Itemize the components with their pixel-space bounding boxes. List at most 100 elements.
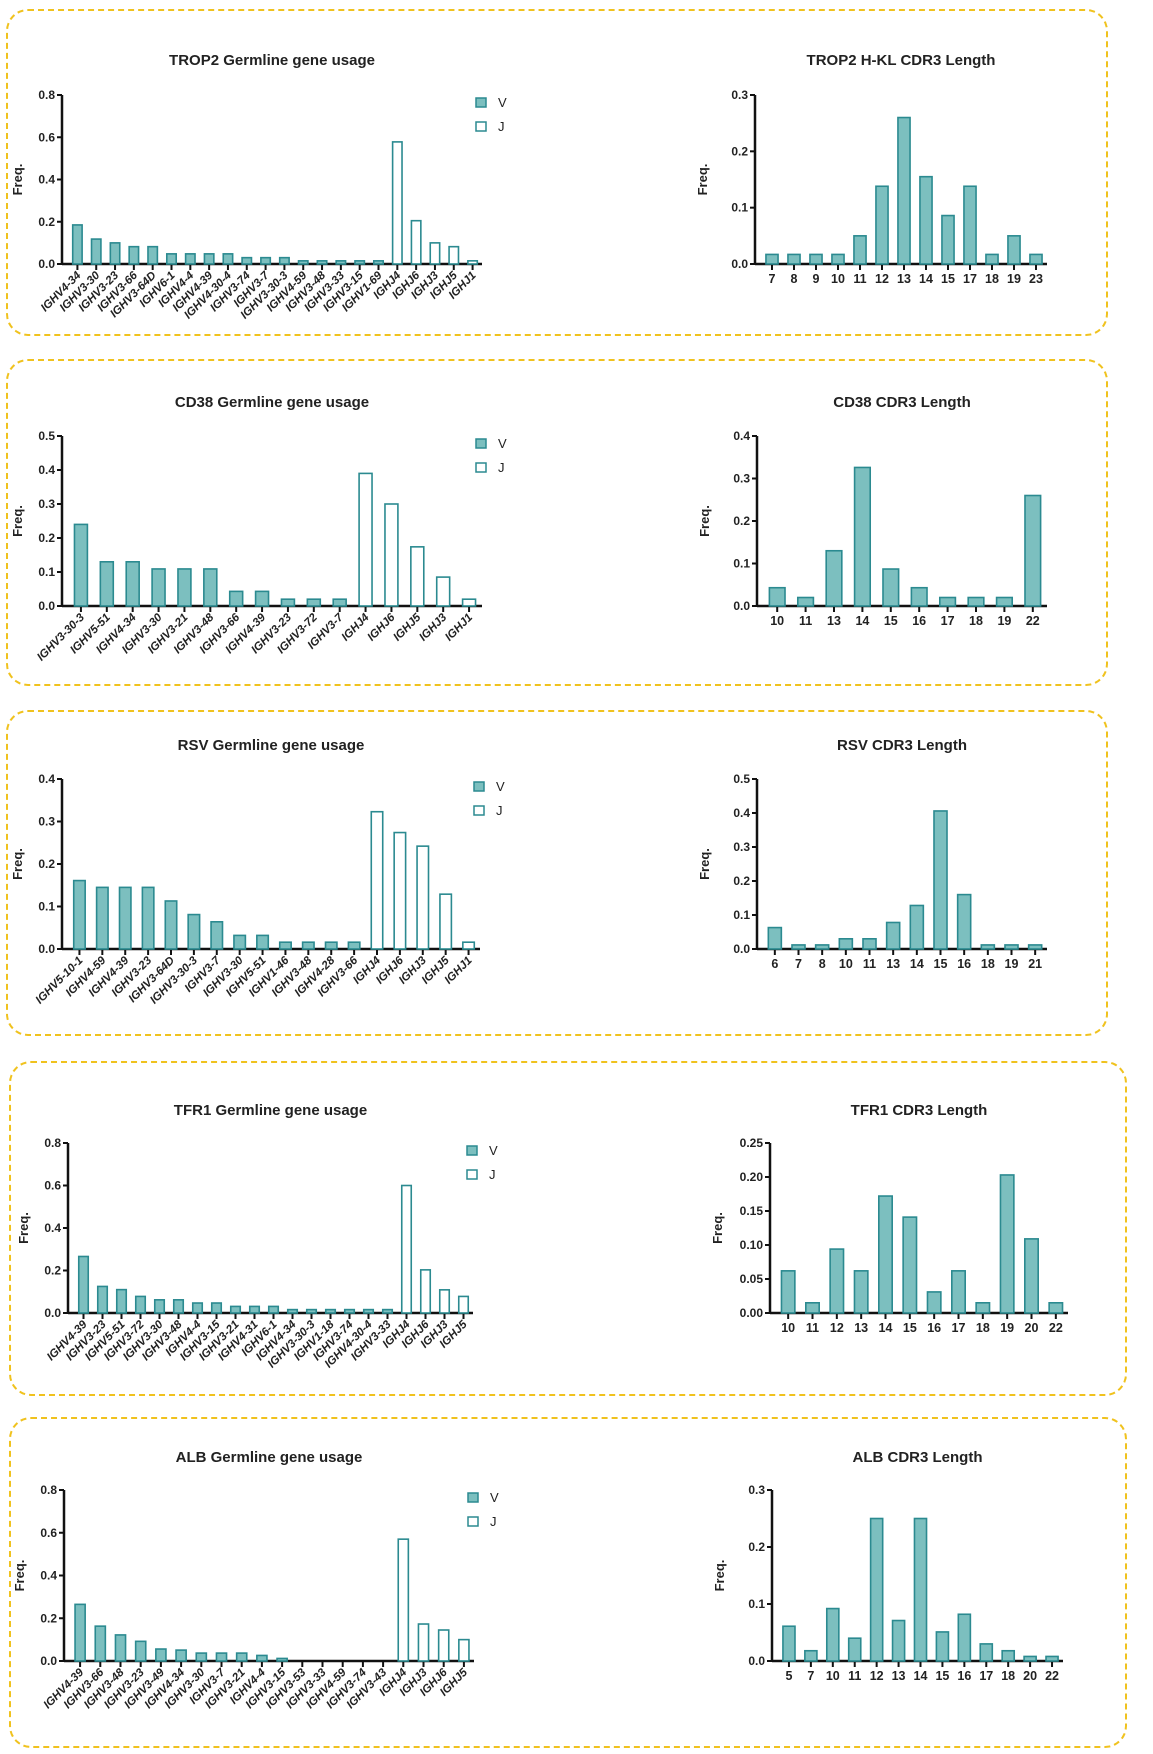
legend-swatch-v <box>466 1145 478 1156</box>
bar-v <box>222 253 234 265</box>
bar-v <box>260 256 272 265</box>
bar-v <box>134 1295 147 1314</box>
legend-swatch-v <box>473 781 485 792</box>
y-tick-label: 0.3 <box>733 472 750 486</box>
bar-v <box>957 1613 972 1662</box>
chart-title: TROP2 H-KL CDR3 Length <box>807 52 996 69</box>
x-tick-label: 17 <box>941 614 955 628</box>
legend-swatch-j <box>475 462 487 473</box>
legend-swatch-j <box>475 121 487 132</box>
y-tick-label: 0.0 <box>38 942 55 956</box>
bar-v <box>77 1255 90 1314</box>
bar-v <box>935 1631 950 1662</box>
bar-v <box>301 941 315 950</box>
x-tick-label: 18 <box>1001 1669 1015 1683</box>
bar-v <box>933 810 948 950</box>
bar-v <box>1004 944 1019 950</box>
chart-title: TFR1 Germline gene usage <box>174 1102 367 1119</box>
y-tick-label: 0.2 <box>733 514 750 528</box>
x-tick-label: 18 <box>981 957 995 971</box>
y-tick-label: 0.3 <box>731 88 748 102</box>
x-tick-label: 8 <box>791 272 798 286</box>
y-tick-label: 0.05 <box>740 1272 764 1286</box>
x-tick-label: 18 <box>985 272 999 286</box>
bar-j <box>461 598 477 607</box>
y-tick-label: 0.0 <box>731 257 748 271</box>
x-tick-label: 14 <box>914 1669 928 1683</box>
legend-label: V <box>490 1490 499 1505</box>
bar-v <box>875 185 889 265</box>
bar-j <box>397 1538 410 1662</box>
bar-v <box>324 1308 337 1314</box>
bar-j <box>391 141 403 265</box>
bar-v <box>995 596 1014 607</box>
germline-usage-chart: RSV Germline gene usage Freq. 0.0 0.1 0.2 0.3… <box>10 737 505 1007</box>
y-axis-label: Freq. <box>697 848 712 880</box>
x-tick-label: 20 <box>1025 1321 1039 1335</box>
y-tick-label: 0.4 <box>733 429 750 443</box>
chart-title: CD38 Germline gene usage <box>175 394 369 411</box>
bar-j <box>393 831 407 950</box>
bar-v <box>195 1652 208 1662</box>
x-tick-label: 15 <box>935 1669 949 1683</box>
bar-v <box>1029 253 1043 265</box>
bar-v <box>985 253 999 265</box>
legend-swatch-v <box>475 97 487 108</box>
bar-v <box>191 1302 204 1314</box>
bar-v <box>343 1308 356 1314</box>
x-tick-label: 15 <box>884 614 898 628</box>
bar-j <box>384 503 399 607</box>
chart-title: RSV CDR3 Length <box>837 737 967 754</box>
bar-v <box>963 185 977 265</box>
x-tick-label: 14 <box>879 1321 893 1335</box>
y-tick-label: 0.4 <box>38 463 55 477</box>
panel-charts: TROP2 Germline gene usage Freq. 0.0 0.2 0.4 0… <box>10 52 1047 322</box>
x-tick-label: IGHJ3 <box>417 611 449 643</box>
chart-panel <box>9 1061 1127 1396</box>
bar-v <box>335 260 347 265</box>
bar-v <box>267 1305 280 1314</box>
legend-label: J <box>498 119 505 134</box>
legend-label: J <box>489 1167 496 1182</box>
x-tick-label: IGHJ1 <box>443 612 475 644</box>
y-tick-label: 0.20 <box>740 1170 764 1184</box>
x-tick-label: 9 <box>813 272 820 286</box>
y-tick-label: 0.1 <box>38 900 55 914</box>
bar-j <box>370 810 384 950</box>
y-axis-label: Freq. <box>10 505 25 537</box>
bar-j <box>400 1184 413 1314</box>
bar-v <box>1007 235 1021 265</box>
bar-j <box>457 1295 470 1314</box>
bar-v <box>853 235 867 265</box>
y-axis-label: Freq. <box>710 1212 725 1244</box>
bar-v <box>151 568 166 607</box>
bar-v <box>838 938 854 950</box>
bar-j <box>438 1289 451 1314</box>
x-tick-label: 13 <box>827 614 841 628</box>
bar-v <box>187 913 201 950</box>
y-tick-label: 0.3 <box>733 840 750 854</box>
y-tick-label: 0.1 <box>733 557 750 571</box>
chart-title: TFR1 CDR3 Length <box>851 1102 988 1119</box>
bar-v <box>829 1248 845 1314</box>
x-tick-label: 19 <box>1007 272 1021 286</box>
bar-v <box>115 1288 128 1314</box>
bar-v <box>787 253 801 265</box>
x-tick-label: 11 <box>806 1321 819 1335</box>
bar-j <box>462 941 476 950</box>
bar-v <box>241 256 253 265</box>
y-tick-label: 0.1 <box>733 908 750 922</box>
bar-v <box>941 214 955 265</box>
x-tick-label: 19 <box>1005 957 1019 971</box>
bar-v <box>825 549 843 607</box>
x-tick-label: 11 <box>799 614 812 628</box>
bar-v <box>1024 1238 1039 1314</box>
bar-v <box>791 944 806 950</box>
bar-v <box>980 944 996 950</box>
y-axis-label: Freq. <box>697 505 712 537</box>
x-tick-label: 13 <box>892 1669 906 1683</box>
y-tick-label: 0.2 <box>38 857 55 871</box>
x-tick-label: 12 <box>870 1669 884 1683</box>
bar-v <box>73 523 89 607</box>
y-axis-label: Freq. <box>712 1560 727 1592</box>
